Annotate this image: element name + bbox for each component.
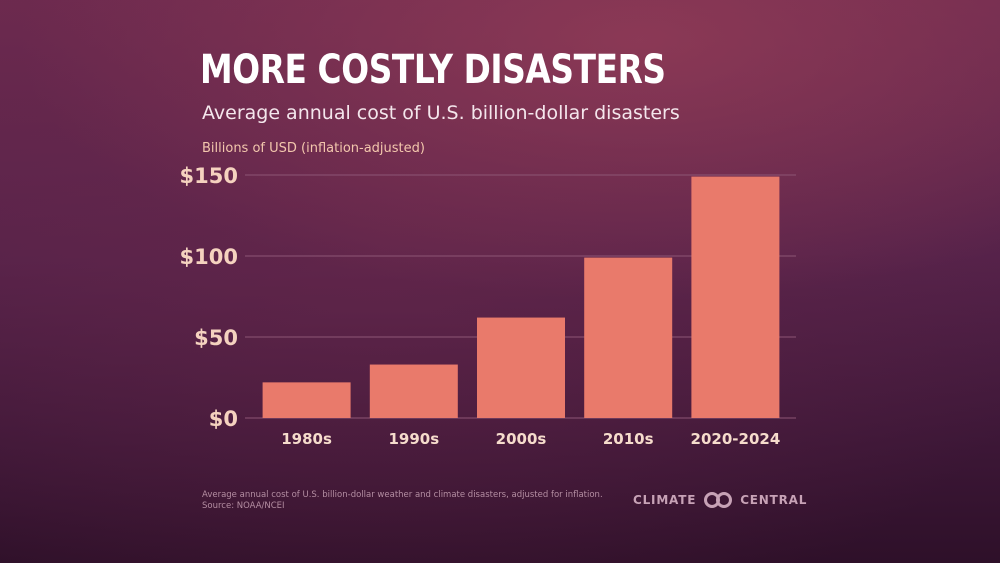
category-label: 1980s (281, 430, 332, 448)
chart-subtitle: Average annual cost of U.S. billion-doll… (202, 102, 680, 124)
footnote-source: Source: NOAA/NCEI (202, 501, 285, 512)
bar-2000s (477, 317, 565, 418)
y-tick-label: $150 (180, 164, 238, 188)
footnote: Average annual cost of U.S. billion-doll… (202, 490, 603, 513)
y-axis-unit-label: Billions of USD (inflation-adjusted) (202, 141, 425, 156)
linked-circles-icon (704, 492, 733, 508)
footnote-description: Average annual cost of U.S. billion-doll… (202, 490, 603, 500)
category-label: 2000s (496, 430, 547, 448)
y-tick-label: $0 (209, 407, 238, 431)
bar-1980s (262, 382, 351, 418)
category-label: 1990s (388, 430, 439, 448)
y-tick-labels: $0 $50 $100 $150 (180, 164, 238, 431)
logo-text-left: CLIMATE (633, 493, 697, 507)
y-tick-label: $100 (180, 245, 238, 269)
chart-title: MORE COSTLY DISASTERS (200, 47, 666, 93)
category-label: 2020-2024 (691, 430, 781, 448)
bars (262, 176, 780, 418)
bar-2020-2024 (691, 176, 780, 418)
y-tick-label: $50 (194, 326, 238, 350)
climate-central-logo: CLIMATE CENTRAL (633, 491, 807, 509)
category-label: 2010s (603, 430, 654, 448)
category-labels: 1980s 1990s 2000s 2010s 2020-2024 (281, 430, 780, 448)
bar-1990s (369, 364, 458, 418)
logo-text-right: CENTRAL (740, 493, 808, 507)
bar-2010s (584, 257, 673, 418)
